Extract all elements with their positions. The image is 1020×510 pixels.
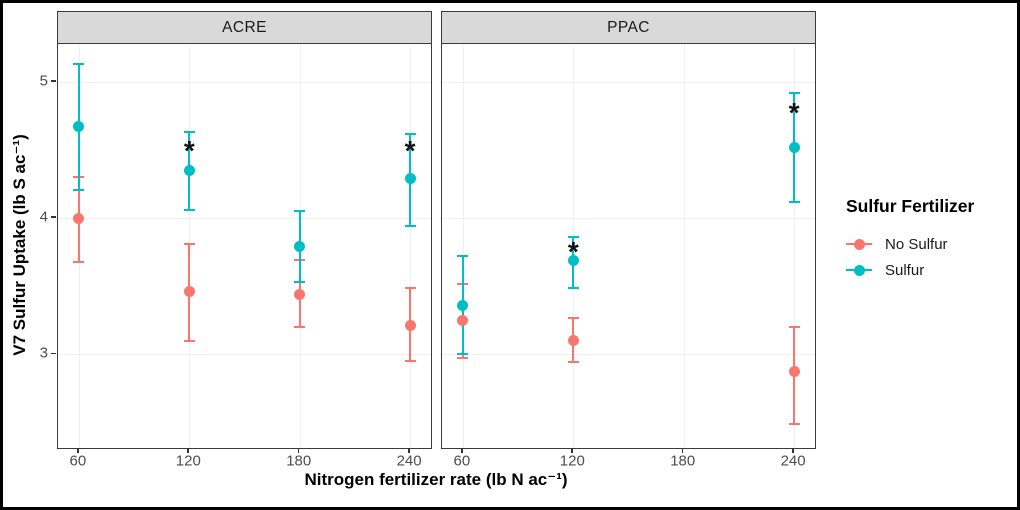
error-bar-cap <box>294 210 306 213</box>
error-bar-cap <box>457 357 469 360</box>
error-bar-cap <box>788 422 800 425</box>
x-axis-tick <box>187 448 190 453</box>
x-axis-title: Nitrogen fertilizer rate (lb N ac⁻¹) <box>304 470 568 489</box>
data-point-no-sulfur <box>457 314 469 326</box>
pointrange-key-icon <box>846 237 876 251</box>
y-axis-tick <box>51 352 56 355</box>
significance-asterisk: * <box>567 235 579 267</box>
error-bar-cap <box>457 255 469 258</box>
error-bar-cap <box>788 326 800 329</box>
data-point-sulfur <box>567 254 579 266</box>
x-axis-tick-label: 180 <box>286 452 312 470</box>
legend-item-sulfur: Sulfur <box>846 257 974 283</box>
facet-strip-ppac: PPAC <box>441 11 816 44</box>
data-point-sulfur <box>73 121 85 133</box>
facet-label-ppac: PPAC <box>607 18 650 36</box>
plot-panel-ppac: * * <box>441 43 816 449</box>
error-bar-cap <box>294 281 306 284</box>
x-axis-tick-label: 240 <box>396 452 422 470</box>
x-axis-tick-label: 60 <box>453 452 471 470</box>
error-bar-cap <box>567 286 579 289</box>
error-bar-cap <box>788 200 800 203</box>
major-gridline-horizontal <box>442 354 815 356</box>
legend-label-no-sulfur: No Sulfur <box>885 235 948 253</box>
facet-label-acre: ACRE <box>222 18 267 36</box>
error-bar-cap <box>567 236 579 239</box>
legend-title: Sulfur Fertilizer <box>846 196 975 216</box>
significance-asterisk: * <box>788 96 800 128</box>
data-point-no-sulfur <box>294 288 306 300</box>
data-point-no-sulfur <box>788 366 800 378</box>
major-gridline-vertical <box>683 44 685 448</box>
significance-asterisk: * <box>183 134 195 166</box>
legend-item-no-sulfur: No Sulfur <box>846 231 974 257</box>
x-axis-tick-label: 180 <box>670 452 696 470</box>
data-point-no-sulfur <box>404 320 416 332</box>
data-point-sulfur <box>183 164 195 176</box>
major-gridline-vertical <box>794 44 796 448</box>
y-axis-tick <box>51 216 56 218</box>
plot-panel-acre: * * <box>57 43 432 449</box>
error-bar-cap <box>183 339 195 342</box>
data-point-sulfur <box>294 241 306 253</box>
error-bar-cap <box>788 91 800 94</box>
major-gridline-vertical <box>410 44 412 448</box>
error-bar-cap <box>404 360 416 363</box>
x-axis-tick-label: 240 <box>780 452 806 470</box>
x-axis-tick-label: 120 <box>175 452 201 470</box>
data-point-sulfur <box>788 141 800 153</box>
data-point-sulfur <box>404 173 416 185</box>
legend-label-sulfur: Sulfur <box>885 261 925 279</box>
x-axis-tick <box>408 448 410 453</box>
major-gridline-horizontal <box>58 82 431 83</box>
error-bar-cap <box>294 326 306 329</box>
major-gridline-horizontal <box>442 218 815 220</box>
legend: Sulfur Fertilizer No Sulfur Sulfur <box>846 196 974 283</box>
x-axis-tick <box>297 448 300 453</box>
y-axis-tick <box>51 80 56 82</box>
x-axis-tick <box>461 448 463 453</box>
x-axis-tick-label: 120 <box>559 452 585 470</box>
major-gridline-vertical <box>462 44 464 448</box>
error-bar-cap <box>457 353 469 356</box>
error-bar-cap <box>73 63 85 66</box>
pointrange-key-icon <box>846 263 876 277</box>
error-bar-cap <box>404 132 416 135</box>
facet-strip-acre: ACRE <box>57 11 432 44</box>
error-bar-cap <box>183 131 195 134</box>
y-axis-tick-label: 4 <box>39 208 48 226</box>
data-point-no-sulfur <box>567 335 579 347</box>
x-axis-tick-label: 60 <box>69 452 87 470</box>
data-point-no-sulfur <box>183 286 195 298</box>
error-bar-cap <box>183 208 195 211</box>
error-bar-cap <box>567 361 579 364</box>
major-gridline-horizontal <box>442 82 815 83</box>
error-bar-cap <box>567 316 579 319</box>
error-bar-cap <box>404 286 416 289</box>
x-axis-tick <box>571 448 574 453</box>
y-axis-title: V7 Sulfur Uptake (lb S ac⁻¹) <box>10 134 29 356</box>
major-gridline-horizontal <box>58 218 431 220</box>
error-bar-cap <box>183 243 195 246</box>
y-axis-tick-label: 3 <box>39 344 48 362</box>
error-bar-cap <box>73 188 85 191</box>
x-axis-tick <box>77 448 79 453</box>
y-axis-tick-label: 5 <box>39 72 48 90</box>
significance-asterisk: * <box>404 134 416 166</box>
error-bar-cap <box>404 225 416 228</box>
error-bar-cap <box>73 260 85 263</box>
x-axis-tick <box>792 448 794 453</box>
major-gridline-horizontal <box>58 354 431 356</box>
x-axis-tick <box>681 448 684 453</box>
data-point-sulfur <box>457 299 469 311</box>
data-point-no-sulfur <box>73 212 85 224</box>
